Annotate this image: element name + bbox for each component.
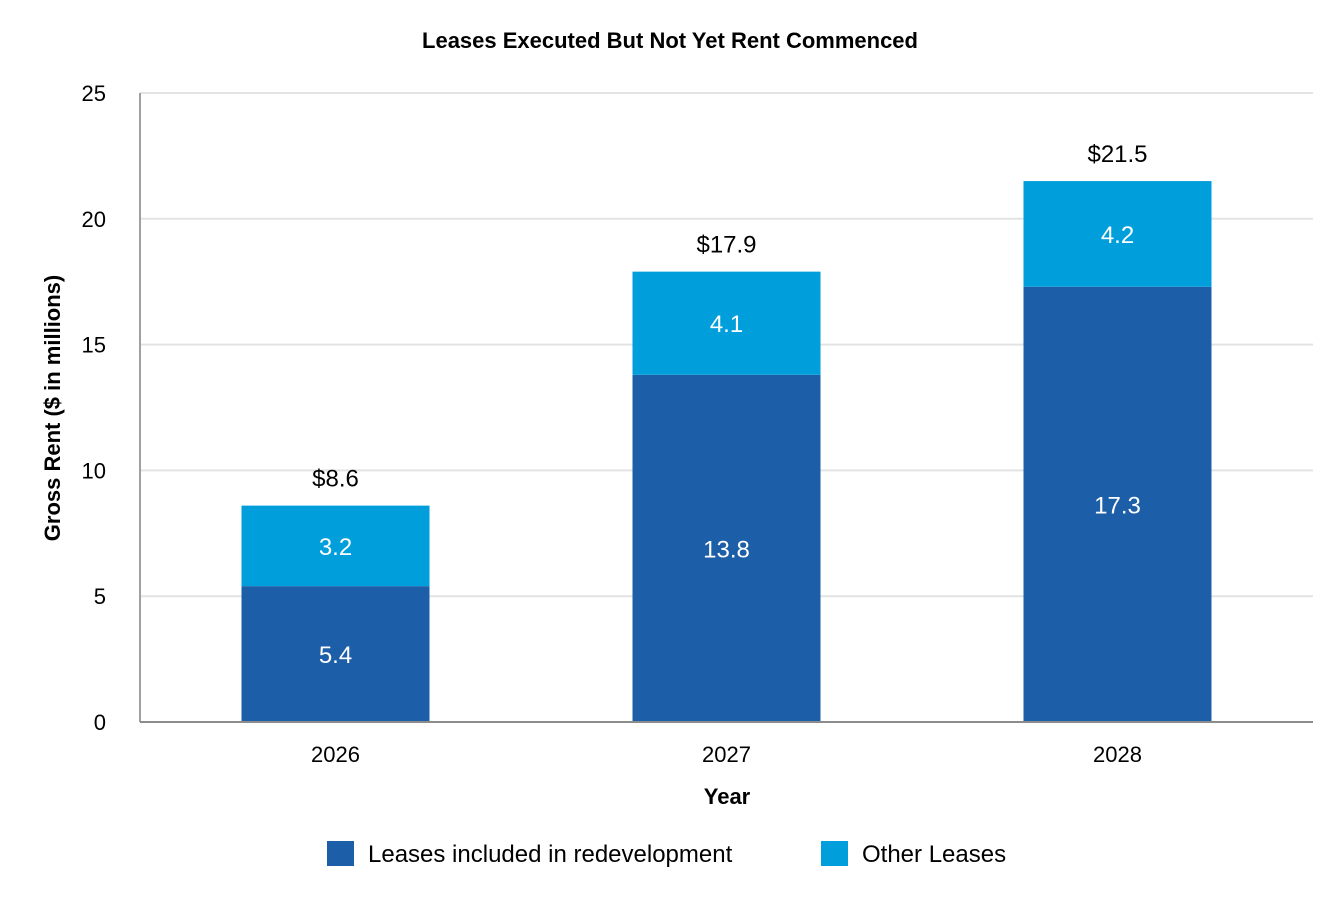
bar-segment (1023, 286, 1212, 722)
y-tick-label: 0 (94, 710, 106, 735)
y-tick-label: 10 (82, 458, 106, 483)
x-tick-label: 2027 (702, 742, 751, 767)
data-label: 4.1 (710, 311, 743, 338)
legend-label: Leases included in redevelopment (368, 841, 733, 868)
data-label: 4.2 (1101, 222, 1134, 249)
legend: Leases included in redevelopment Other Le… (327, 841, 1006, 868)
y-tick-label: 20 (82, 207, 106, 232)
x-tick-label: 2026 (311, 742, 360, 767)
bar-segment (632, 374, 821, 722)
legend-label: Other Leases (862, 841, 1006, 868)
y-axis-label: Gross Rent ($ in millions) (40, 275, 65, 541)
total-label: $17.9 (696, 232, 756, 259)
data-label: 17.3 (1094, 492, 1141, 519)
bar-segment (241, 586, 430, 722)
total-label: $21.5 (1087, 141, 1147, 168)
chart-title: Leases Executed But Not Yet Rent Commenc… (422, 28, 918, 53)
x-axis-label: Year (704, 784, 751, 809)
data-label: 3.2 (319, 534, 352, 561)
bar-segment (1023, 181, 1212, 287)
legend-swatch (821, 841, 848, 866)
legend-swatch (327, 841, 354, 866)
x-tick-label: 2028 (1093, 742, 1142, 767)
data-label: 5.4 (319, 642, 352, 669)
y-tick-label: 15 (82, 333, 106, 358)
bar-segment (632, 271, 821, 375)
y-tick-label: 25 (82, 81, 106, 106)
total-label: $8.6 (312, 466, 359, 493)
bar-segment (241, 505, 430, 587)
y-tick-label: 5 (94, 584, 106, 609)
data-label: 13.8 (703, 536, 750, 563)
